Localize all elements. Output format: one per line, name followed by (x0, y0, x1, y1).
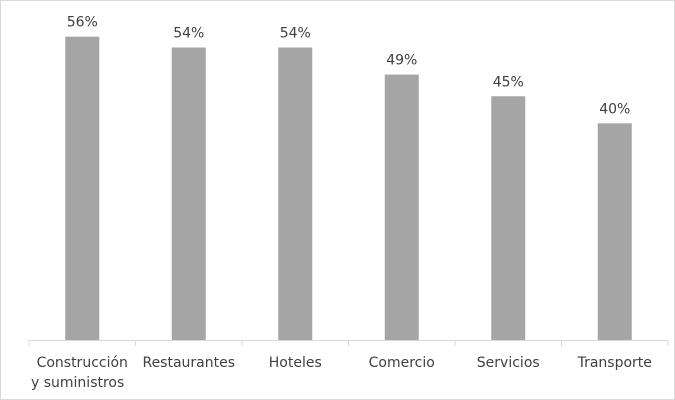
category-label: y suministros (31, 375, 124, 391)
data-label: 45% (493, 74, 524, 90)
data-label: 40% (599, 101, 630, 117)
category-label: Transporte (577, 355, 652, 371)
category-label: Comercio (369, 355, 435, 371)
category-label: Servicios (477, 355, 540, 371)
bar (278, 47, 313, 340)
data-label: 54% (173, 26, 204, 42)
bar (384, 74, 419, 340)
category-label: Construcción (37, 355, 128, 371)
bar (597, 123, 632, 340)
data-label: 54% (280, 26, 311, 42)
bar (65, 36, 100, 341)
data-label: 49% (386, 53, 417, 69)
data-label: 56% (67, 15, 98, 31)
category-label: Hoteles (269, 355, 322, 371)
bar (171, 47, 206, 340)
bar (491, 96, 526, 340)
category-label: Restaurantes (142, 355, 235, 371)
